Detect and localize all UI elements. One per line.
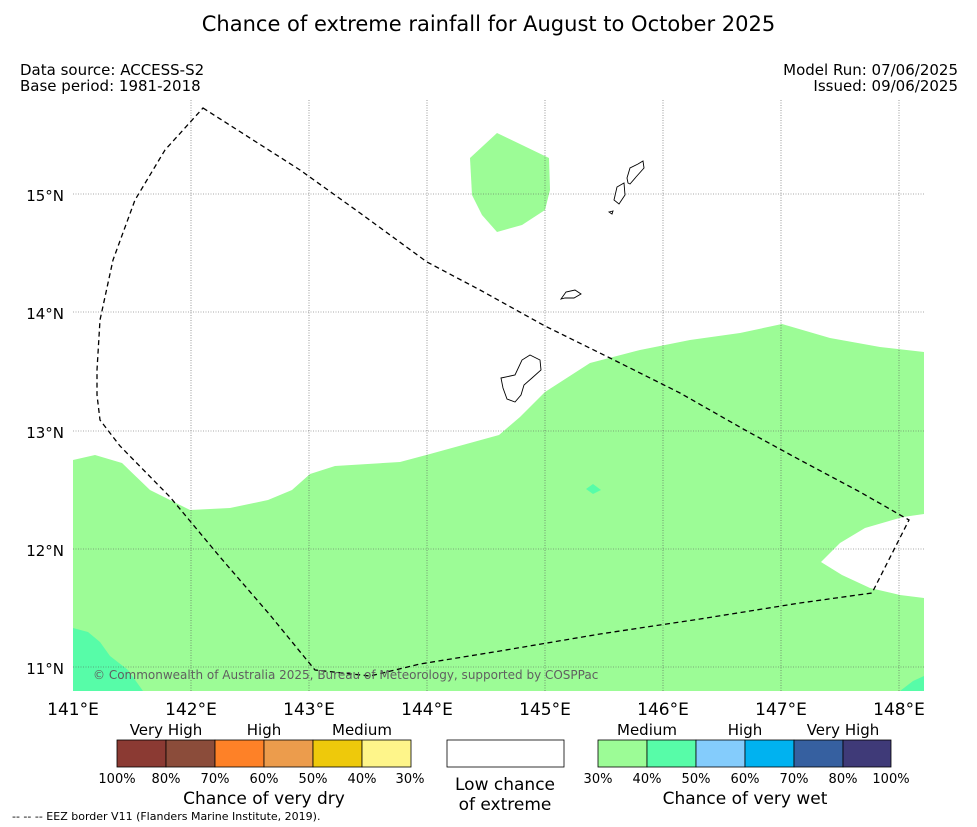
lon-label: 141°E bbox=[47, 700, 99, 720]
legend-wet-swatch bbox=[597, 739, 648, 768]
wet-high-region-southeast bbox=[900, 676, 924, 691]
legend-wet: Medium High Very High 30% 40% 50% 60% 70… bbox=[584, 721, 910, 809]
legend-low-caption-line2: of extreme bbox=[459, 795, 552, 815]
lon-label: 148°E bbox=[873, 700, 925, 720]
legend-dry-swatch bbox=[312, 739, 363, 768]
island-outlines bbox=[500, 160, 645, 403]
legend-wet-tick: 30% bbox=[584, 772, 613, 787]
map-area: © Commonwealth of Australia 2025, Bureau… bbox=[73, 100, 924, 691]
legend-dry-swatch bbox=[165, 739, 216, 768]
lon-label: 144°E bbox=[401, 700, 453, 720]
legend-dry-tick: 60% bbox=[250, 772, 279, 787]
legend-wet-header: Medium bbox=[617, 721, 677, 739]
legend-wet-tick: 100% bbox=[872, 772, 909, 787]
eez-border bbox=[96, 107, 910, 677]
legend-low-caption-line1: Low chance bbox=[455, 775, 555, 795]
legend-wet-swatch bbox=[744, 739, 795, 768]
lon-label: 143°E bbox=[283, 700, 335, 720]
legend-dry-tick: 70% bbox=[201, 772, 230, 787]
legend-dry-header: High bbox=[247, 721, 281, 739]
legend-wet-tick: 60% bbox=[731, 772, 760, 787]
lon-labels: 141°E 142°E 143°E 144°E 145°E 146°E 147°… bbox=[47, 700, 925, 720]
legend-wet-caption: Chance of very wet bbox=[663, 789, 828, 809]
model-run: Model Run: 07/06/2025 bbox=[783, 61, 958, 79]
eez-footnote: -- -- -- EEZ border V11 (Flanders Marine… bbox=[12, 810, 320, 823]
lon-label: 146°E bbox=[637, 700, 689, 720]
lon-label: 145°E bbox=[519, 700, 571, 720]
legend-wet-tick: 50% bbox=[682, 772, 711, 787]
legend-dry-swatch bbox=[214, 739, 265, 768]
wet-high-region-southwest bbox=[73, 628, 143, 691]
legend-wet-tick: 80% bbox=[829, 772, 858, 787]
island-rota bbox=[559, 289, 582, 300]
legend-dry-tick: 30% bbox=[396, 772, 425, 787]
legend-low-swatch bbox=[446, 739, 565, 768]
lon-label: 142°E bbox=[165, 700, 217, 720]
legend-wet-swatch bbox=[842, 739, 892, 768]
gridlines bbox=[73, 100, 924, 691]
legend-dry-swatch bbox=[116, 739, 167, 768]
data-source: Data source: ACCESS-S2 bbox=[20, 61, 205, 79]
legend-dry-tick: 50% bbox=[299, 772, 328, 787]
run-info: Model Run: 07/06/2025 Issued: 09/06/2025 bbox=[783, 62, 958, 94]
legend-wet-header: Very High bbox=[807, 721, 880, 739]
legend-wet-swatch bbox=[695, 739, 746, 768]
map-title: Chance of extreme rainfall for August to… bbox=[201, 12, 776, 36]
lat-label: 13°N bbox=[26, 424, 64, 442]
legend-dry-tick: 80% bbox=[152, 772, 181, 787]
legend-dry-tick: 100% bbox=[98, 772, 135, 787]
legend-wet-tick: 40% bbox=[633, 772, 662, 787]
lon-label: 147°E bbox=[755, 700, 807, 720]
data-info: Data source: ACCESS-S2 Base period: 1981… bbox=[20, 62, 204, 94]
island-tinian bbox=[613, 182, 626, 205]
copyright-text: © Commonwealth of Australia 2025, Bureau… bbox=[93, 668, 598, 682]
legend-wet-tick: 70% bbox=[780, 772, 809, 787]
legend-wet-swatch bbox=[793, 739, 844, 768]
legend-dry: Very High High Medium 100% 80% 70% 60% 5… bbox=[98, 721, 424, 809]
legend-dry-header: Medium bbox=[332, 721, 392, 739]
lat-labels: 15°N 14°N 13°N 12°N 11°N bbox=[26, 187, 64, 678]
legend-low: Low chance of extreme bbox=[446, 739, 565, 815]
lat-label: 12°N bbox=[26, 542, 64, 560]
wet-medium-region-north bbox=[470, 133, 550, 232]
legend-wet-header: High bbox=[728, 721, 762, 739]
legend-dry-header: Very High bbox=[130, 721, 203, 739]
island-saipan bbox=[626, 160, 645, 185]
legend-dry-swatch bbox=[263, 739, 314, 768]
base-period: Base period: 1981-2018 bbox=[20, 77, 201, 95]
island-guam bbox=[500, 354, 542, 403]
wet-high-patch bbox=[586, 484, 601, 494]
legend-dry-swatch bbox=[361, 739, 412, 768]
lat-label: 15°N bbox=[26, 187, 64, 205]
wet-medium-region-south bbox=[73, 324, 924, 691]
island-aguijan bbox=[607, 210, 614, 215]
legend-dry-tick: 40% bbox=[348, 772, 377, 787]
lat-label: 14°N bbox=[26, 305, 64, 323]
legend-wet-swatch bbox=[646, 739, 697, 768]
legend-dry-caption: Chance of very dry bbox=[183, 789, 345, 809]
lat-label: 11°N bbox=[26, 660, 64, 678]
issued-date: Issued: 09/06/2025 bbox=[813, 77, 958, 95]
